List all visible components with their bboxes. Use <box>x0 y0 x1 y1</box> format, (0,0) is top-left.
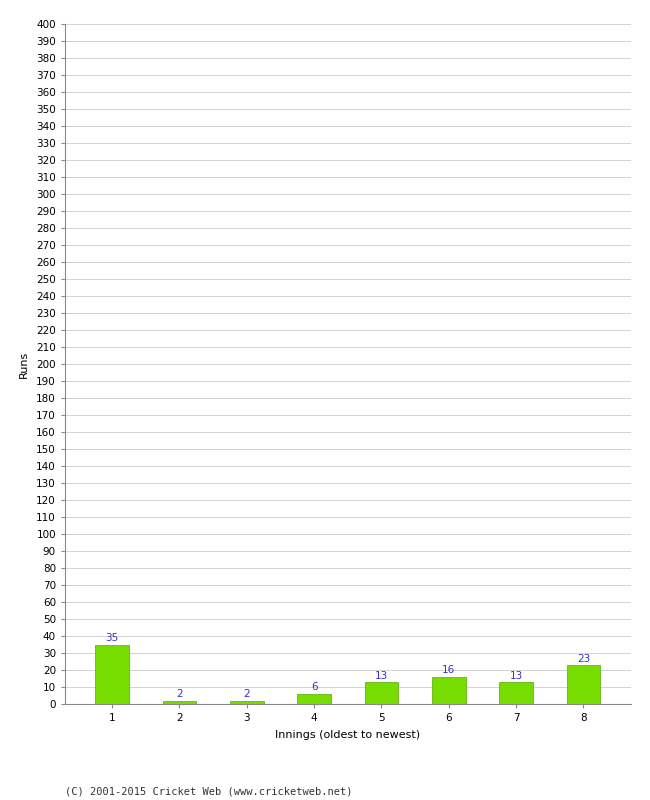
Text: 2: 2 <box>176 690 183 699</box>
X-axis label: Innings (oldest to newest): Innings (oldest to newest) <box>275 730 421 740</box>
Bar <box>365 682 398 704</box>
Text: 23: 23 <box>577 654 590 663</box>
Text: 13: 13 <box>510 670 523 681</box>
Bar <box>96 645 129 704</box>
Bar <box>567 665 600 704</box>
Bar <box>499 682 533 704</box>
Bar <box>297 694 331 704</box>
Bar <box>162 701 196 704</box>
Text: 2: 2 <box>244 690 250 699</box>
Bar <box>230 701 264 704</box>
Text: 6: 6 <box>311 682 317 693</box>
Text: 16: 16 <box>442 666 456 675</box>
Text: (C) 2001-2015 Cricket Web (www.cricketweb.net): (C) 2001-2015 Cricket Web (www.cricketwe… <box>65 786 352 796</box>
Bar <box>432 677 465 704</box>
Text: 13: 13 <box>375 670 388 681</box>
Y-axis label: Runs: Runs <box>20 350 29 378</box>
Text: 35: 35 <box>105 633 119 643</box>
